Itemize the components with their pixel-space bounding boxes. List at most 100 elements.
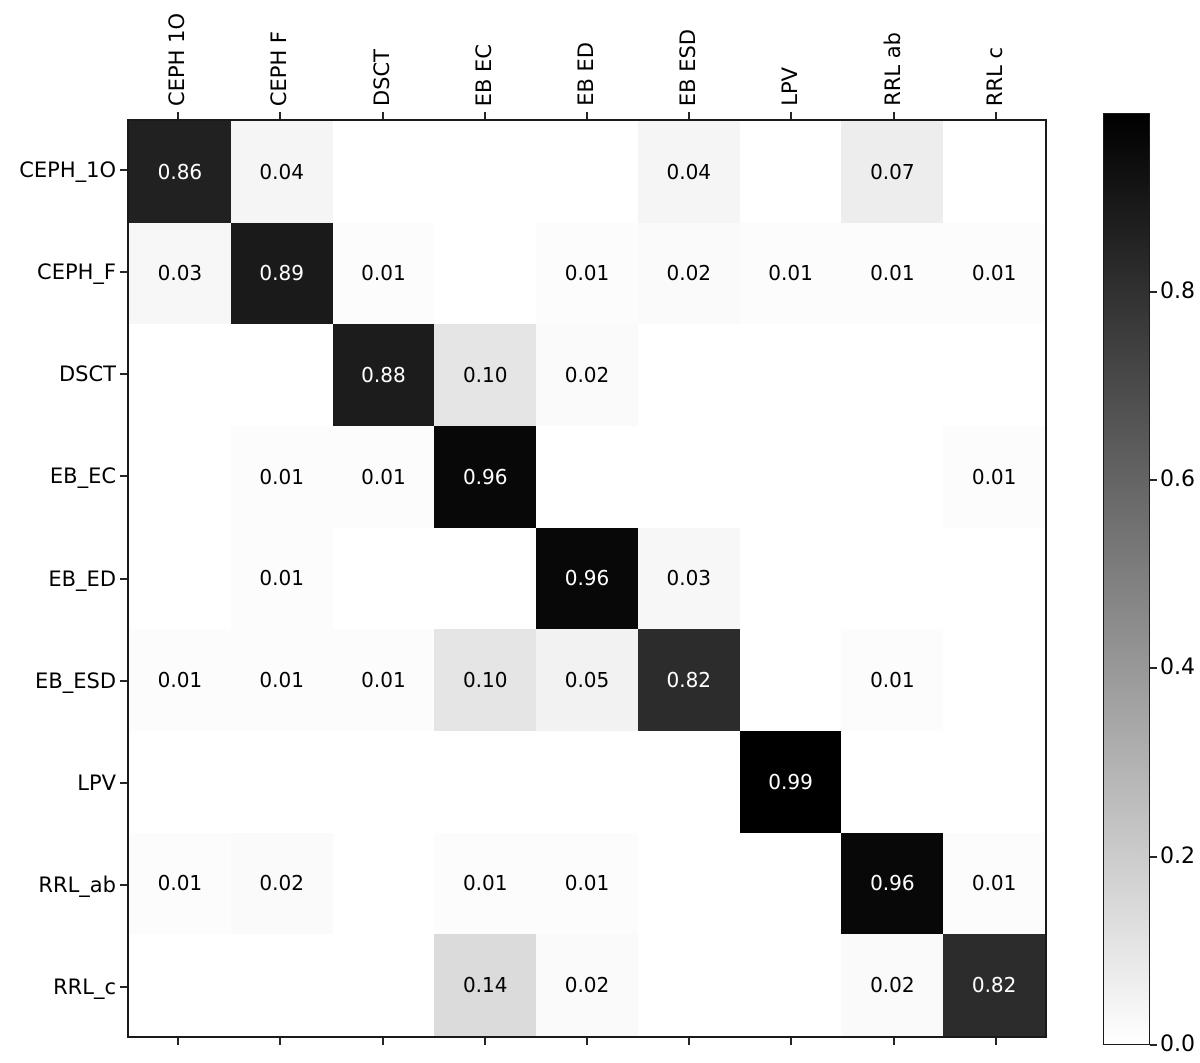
heatmap-cell-CEPH_1O-1: 0.04 bbox=[230, 121, 333, 223]
heatmap-cell-EB_ESD-7: 0.01 bbox=[841, 629, 944, 731]
x-axis-label-DSCT: DSCT bbox=[369, 49, 394, 106]
heatmap-cell-EB_ESD-6 bbox=[739, 629, 842, 731]
heatmap-cell-RRL_ab-5 bbox=[637, 832, 740, 935]
heatmap-cell-EB_ESD-5: 0.82 bbox=[637, 629, 740, 731]
y-axis-label-EB_ESD: EB_ESD bbox=[35, 668, 116, 693]
heatmap-cell-RRL_c-8: 0.82 bbox=[943, 934, 1045, 1036]
heatmap-cell-CEPH_F-1: 0.89 bbox=[230, 222, 333, 325]
y-axis-label-EB_ED: EB_ED bbox=[48, 566, 116, 591]
heatmap-cell-EB_ED-7 bbox=[841, 527, 944, 630]
heatmap-cell-RRL_c-5 bbox=[637, 934, 740, 1036]
heatmap-cell-DSCT-7 bbox=[841, 324, 944, 426]
x-axis-label-CEPH_1O: CEPH 1O bbox=[165, 13, 190, 106]
colorbar-tick-label: 0.0 bbox=[1160, 1032, 1195, 1057]
y-axis-tick bbox=[120, 577, 127, 580]
heatmap-cell-DSCT-4: 0.02 bbox=[536, 324, 638, 426]
x-axis-tick-bottom bbox=[483, 1038, 486, 1045]
y-axis-tick bbox=[120, 679, 127, 682]
x-axis-tick-bottom bbox=[279, 1038, 282, 1045]
x-axis-tick-top bbox=[892, 112, 895, 119]
heatmap-cell-LPV-1 bbox=[230, 730, 333, 833]
heatmap-cell-LPV-8 bbox=[943, 730, 1045, 833]
heatmap-cell-LPV-0 bbox=[129, 730, 231, 833]
heatmap-cell-CEPH_1O-5: 0.04 bbox=[637, 121, 740, 223]
heatmap-cell-EB_ED-2 bbox=[332, 527, 435, 630]
heatmap-cell-EB_ESD-3: 0.10 bbox=[434, 629, 537, 731]
y-axis-tick bbox=[120, 781, 127, 784]
heatmap-cell-CEPH_F-5: 0.02 bbox=[637, 222, 740, 325]
heatmap-grid: 0.86 0.04 0.04 0.07 0.03 0.89 0.01 0.01 0.02 0.01… bbox=[127, 119, 1047, 1038]
heatmap-cell-CEPH_F-6: 0.01 bbox=[739, 222, 842, 325]
heatmap-cell-RRL_ab-2 bbox=[332, 832, 435, 935]
x-axis-tick-top bbox=[177, 112, 180, 119]
colorbar-tick bbox=[1150, 290, 1157, 293]
x-axis-label-EB_ESD: EB ESD bbox=[676, 28, 701, 106]
x-axis-label-EB_EC: EB EC bbox=[471, 43, 496, 106]
y-axis-tick bbox=[120, 169, 127, 172]
heatmap-cell-EB_EC-1: 0.01 bbox=[230, 425, 333, 528]
x-axis-tick-top bbox=[483, 112, 486, 119]
x-axis-tick-top bbox=[279, 112, 282, 119]
heatmap-cell-EB_ESD-4: 0.05 bbox=[536, 629, 638, 731]
y-axis-label-DSCT: DSCT bbox=[59, 362, 116, 387]
x-axis-tick-bottom bbox=[892, 1038, 895, 1045]
heatmap-cell-CEPH_F-3 bbox=[434, 222, 537, 325]
heatmap-cell-EB_EC-8: 0.01 bbox=[943, 425, 1045, 528]
heatmap-cell-LPV-7 bbox=[841, 730, 944, 833]
heatmap-cell-EB_ED-8 bbox=[943, 527, 1045, 630]
x-axis-tick-top bbox=[381, 112, 384, 119]
heatmap-cell-EB_EC-3: 0.96 bbox=[434, 425, 537, 528]
y-axis-label-EB_EC: EB_EC bbox=[49, 464, 116, 489]
x-axis-tick-bottom bbox=[688, 1038, 691, 1045]
colorbar-tick-label: 0.6 bbox=[1160, 467, 1195, 493]
heatmap-cell-CEPH_1O-7: 0.07 bbox=[841, 121, 944, 223]
x-axis-label-RRL_ab: RRL ab bbox=[880, 32, 905, 106]
x-axis-tick-bottom bbox=[994, 1038, 997, 1045]
y-axis-label-CEPH_F: CEPH_F bbox=[37, 260, 116, 285]
heatmap-cell-EB_EC-0 bbox=[129, 425, 231, 528]
y-axis-label-RRL_ab: RRL_ab bbox=[38, 872, 116, 897]
heatmap-cell-CEPH_F-2: 0.01 bbox=[332, 222, 435, 325]
heatmap-cell-RRL_ab-1: 0.02 bbox=[230, 832, 333, 935]
y-axis-tick bbox=[120, 373, 127, 376]
heatmap-cell-LPV-6: 0.99 bbox=[739, 730, 842, 833]
heatmap-cell-LPV-5 bbox=[637, 730, 740, 833]
y-axis-tick bbox=[120, 985, 127, 988]
y-axis-tick bbox=[120, 883, 127, 886]
heatmap-cell-DSCT-3: 0.10 bbox=[434, 324, 537, 426]
colorbar-tick bbox=[1150, 1044, 1157, 1046]
colorbar-tick-label: 0.4 bbox=[1160, 655, 1195, 681]
heatmap-cell-EB_ED-1: 0.01 bbox=[230, 527, 333, 630]
heatmap-cell-RRL_ab-6 bbox=[739, 832, 842, 935]
x-axis-tick-bottom bbox=[586, 1038, 588, 1045]
heatmap-cell-RRL_ab-4: 0.01 bbox=[536, 832, 638, 935]
y-axis-tick bbox=[120, 475, 127, 478]
heatmap-cell-DSCT-6 bbox=[739, 324, 842, 426]
heatmap-cell-EB_ED-5: 0.03 bbox=[637, 527, 740, 630]
heatmap-cell-RRL_ab-8: 0.01 bbox=[943, 832, 1045, 935]
heatmap-cell-CEPH_1O-4 bbox=[536, 121, 638, 223]
heatmap-cell-CEPH_F-7: 0.01 bbox=[841, 222, 944, 325]
heatmap-cell-DSCT-2: 0.88 bbox=[332, 324, 435, 426]
heatmap-cell-RRL_c-6 bbox=[739, 934, 842, 1036]
colorbar bbox=[1103, 113, 1150, 1045]
x-axis-tick-top bbox=[586, 112, 588, 119]
x-axis-label-EB_ED: EB ED bbox=[574, 42, 598, 106]
x-axis-tick-bottom bbox=[177, 1038, 180, 1045]
heatmap-cell-CEPH_F-4: 0.01 bbox=[536, 222, 638, 325]
heatmap-cell-EB_ED-6 bbox=[739, 527, 842, 630]
y-axis-label-LPV: LPV bbox=[77, 770, 116, 795]
x-axis-tick-top bbox=[688, 112, 691, 119]
heatmap-cell-RRL_c-1 bbox=[230, 934, 333, 1036]
heatmap-cell-EB_ESD-1: 0.01 bbox=[230, 629, 333, 731]
heatmap-cell-EB_EC-7 bbox=[841, 425, 944, 528]
x-axis-label-RRL_c: RRL c bbox=[982, 46, 1007, 106]
x-axis-tick-bottom bbox=[790, 1038, 793, 1045]
heatmap-cell-LPV-4 bbox=[536, 730, 638, 833]
x-axis-label-LPV: LPV bbox=[778, 67, 803, 106]
heatmap-cell-RRL_c-7: 0.02 bbox=[841, 934, 944, 1036]
heatmap-cell-EB_ED-0 bbox=[129, 527, 231, 630]
heatmap-cell-EB_EC-4 bbox=[536, 425, 638, 528]
colorbar-tick-label: 0.2 bbox=[1160, 843, 1195, 869]
